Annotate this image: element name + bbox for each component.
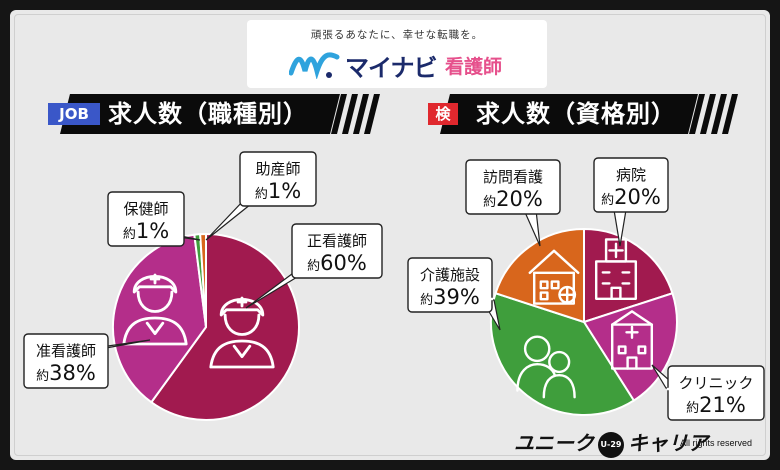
hospital-icon [594,238,638,301]
slice-value: 約1% [123,219,169,243]
slice-value: 約20% [601,185,661,209]
callout-box [667,365,765,421]
banner-license: 検 求人数（資格別） [428,94,740,134]
unique-career-logo: ユニーク U-29 キャリア [514,427,708,458]
logo-tagline: 頑張るあなたに、幸せな転職を。 [310,29,484,41]
footer-brand-right: キャリア [628,431,708,455]
u29-badge: U-29 [598,431,624,458]
footer-brand-left: ユニーク [514,431,594,455]
slice-value: 約1% [255,179,301,203]
slice-value: 約20% [483,187,543,211]
pie-slice [582,292,678,402]
slice-value: 約60% [307,251,367,275]
callout-box [465,159,561,215]
slice-label: 保健師 [123,200,168,218]
pie-slice [199,232,207,328]
slice-label: 病院 [616,166,646,184]
slice-value: 約39% [420,285,480,309]
mynavi-mark-icon [289,52,340,79]
logo-brand: マイナビ [345,54,438,82]
callout-box [239,151,317,207]
callout-box [407,257,493,313]
slice-label: 介護施設 [420,266,480,284]
callout-box [23,333,109,389]
pie-slice [149,232,300,421]
slice-label: 訪問看護 [483,168,543,186]
callout-box [593,157,669,213]
nurse-icon [209,296,275,369]
callout-box [107,191,185,247]
slice-label: 正看護師 [307,232,367,250]
job-badge: JOB [48,103,100,125]
callout-box [291,223,383,279]
rights-text: All rights reserved [680,438,753,448]
home-care-icon [528,249,580,305]
pie-slice [490,292,636,416]
logo-sub: 看護師 [445,56,503,78]
mynavi-logo: 頑張るあなたに、幸せな転職を。 マイナビ 看護師 [247,20,547,88]
callout-pointer [523,209,541,247]
banner-title-job: 求人数（職種別） [108,100,308,128]
caregivers-icon [516,335,576,399]
clinic-icon [610,310,654,370]
banner-job: JOB 求人数（職種別） [48,94,390,134]
banner-title-license: 求人数（資格別） [476,100,676,128]
slice-label: 准看護師 [36,342,96,360]
slice-value: 約38% [36,361,96,385]
nurse-icon [122,273,188,346]
slice-label: クリニック [678,374,753,392]
slice-label: 助産師 [255,160,300,178]
license-badge: 検 [428,103,458,125]
slice-value: 約21% [686,393,746,417]
